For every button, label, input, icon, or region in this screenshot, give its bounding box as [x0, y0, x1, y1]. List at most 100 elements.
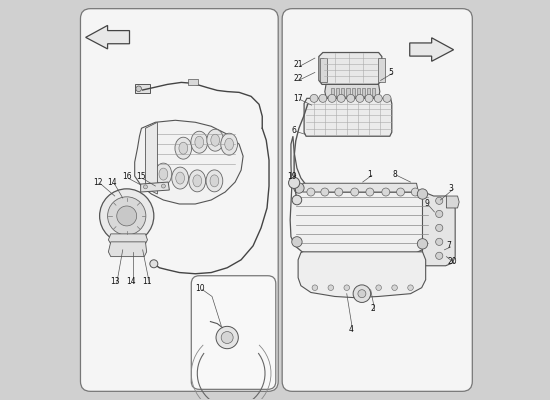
Text: 21: 21 — [293, 60, 303, 69]
Bar — [372, 88, 376, 96]
Circle shape — [353, 285, 371, 302]
Polygon shape — [304, 98, 392, 136]
Circle shape — [374, 94, 382, 102]
Circle shape — [436, 210, 443, 218]
Bar — [367, 88, 370, 96]
Circle shape — [376, 285, 382, 290]
Ellipse shape — [159, 168, 168, 180]
Ellipse shape — [179, 142, 188, 154]
Polygon shape — [302, 183, 417, 192]
Circle shape — [344, 285, 350, 290]
Text: 15: 15 — [136, 172, 146, 181]
Text: 4: 4 — [348, 325, 353, 334]
Ellipse shape — [211, 134, 219, 146]
Text: 2: 2 — [370, 304, 375, 313]
Circle shape — [310, 94, 318, 102]
Circle shape — [328, 94, 336, 102]
Bar — [346, 88, 350, 96]
Circle shape — [397, 188, 405, 196]
Ellipse shape — [175, 137, 192, 159]
Bar — [362, 88, 365, 96]
Bar — [351, 88, 355, 96]
Polygon shape — [145, 122, 157, 194]
Circle shape — [436, 197, 443, 204]
Circle shape — [221, 332, 233, 344]
Circle shape — [216, 326, 238, 349]
Ellipse shape — [176, 172, 184, 184]
Bar — [331, 88, 334, 96]
Circle shape — [436, 238, 443, 246]
Polygon shape — [290, 136, 434, 255]
FancyBboxPatch shape — [282, 9, 472, 391]
Text: 9: 9 — [424, 200, 429, 208]
Bar — [320, 58, 327, 82]
Circle shape — [292, 195, 302, 205]
Text: 1: 1 — [367, 170, 372, 178]
Circle shape — [351, 188, 359, 196]
Text: 13: 13 — [110, 277, 119, 286]
Circle shape — [312, 285, 318, 290]
Ellipse shape — [225, 138, 234, 150]
Circle shape — [117, 206, 137, 226]
Ellipse shape — [206, 170, 223, 192]
Circle shape — [346, 94, 355, 102]
Circle shape — [417, 239, 428, 249]
Polygon shape — [447, 196, 459, 208]
Circle shape — [328, 285, 334, 290]
Circle shape — [307, 188, 315, 196]
Circle shape — [356, 94, 364, 102]
Text: 11: 11 — [142, 277, 152, 286]
Bar — [135, 84, 150, 93]
Circle shape — [383, 94, 391, 102]
Ellipse shape — [195, 136, 204, 148]
Text: 6: 6 — [292, 126, 296, 135]
Text: 10: 10 — [195, 284, 205, 293]
Text: 3: 3 — [449, 184, 454, 192]
Polygon shape — [108, 242, 147, 257]
Text: 8: 8 — [392, 170, 397, 178]
Circle shape — [337, 94, 345, 102]
Circle shape — [321, 188, 329, 196]
Circle shape — [161, 184, 166, 188]
Polygon shape — [319, 52, 382, 84]
Circle shape — [108, 197, 146, 235]
Circle shape — [417, 189, 428, 199]
Circle shape — [335, 188, 343, 196]
Circle shape — [100, 189, 154, 243]
Circle shape — [366, 188, 374, 196]
Circle shape — [294, 183, 304, 193]
Polygon shape — [410, 38, 454, 61]
Circle shape — [150, 260, 158, 268]
Text: 20: 20 — [448, 257, 457, 266]
Text: 19: 19 — [287, 172, 297, 180]
Text: 7: 7 — [446, 241, 451, 250]
Circle shape — [319, 94, 327, 102]
Ellipse shape — [155, 163, 172, 185]
Text: 16: 16 — [122, 172, 131, 181]
Polygon shape — [141, 182, 169, 192]
Polygon shape — [135, 120, 243, 204]
Text: 17: 17 — [293, 94, 303, 103]
Circle shape — [365, 94, 373, 102]
Circle shape — [392, 285, 397, 290]
Circle shape — [382, 188, 390, 196]
Circle shape — [408, 285, 413, 290]
Circle shape — [136, 86, 141, 92]
Text: 22: 22 — [293, 74, 303, 83]
Text: 14: 14 — [126, 277, 135, 286]
Ellipse shape — [193, 175, 202, 187]
Circle shape — [411, 188, 419, 196]
Polygon shape — [108, 234, 147, 244]
Bar — [188, 79, 198, 85]
Polygon shape — [325, 84, 380, 97]
FancyBboxPatch shape — [191, 276, 276, 389]
Circle shape — [144, 185, 147, 189]
Text: 5: 5 — [388, 68, 393, 77]
Ellipse shape — [191, 131, 208, 153]
Bar — [336, 88, 339, 96]
Bar — [341, 88, 344, 96]
Circle shape — [436, 252, 443, 259]
Ellipse shape — [207, 129, 224, 151]
Ellipse shape — [189, 170, 206, 192]
Ellipse shape — [172, 167, 189, 189]
